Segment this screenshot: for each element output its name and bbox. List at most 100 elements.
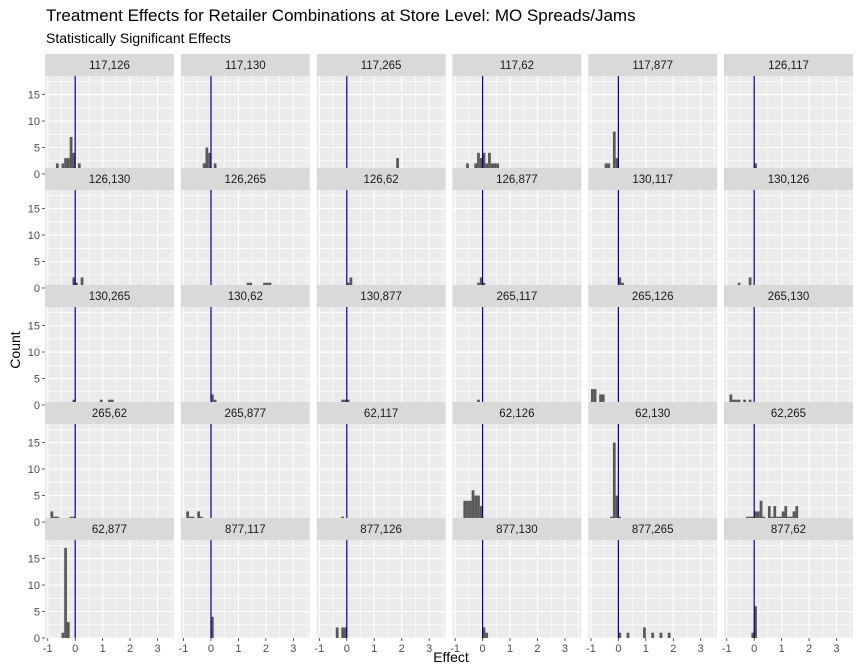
x-tick-label: 1 [779,643,785,655]
panel-background [724,76,853,174]
panel-background [588,190,718,288]
histogram-bar [477,495,480,522]
facet-panel: 117,62 [452,54,582,175]
histogram-bar [474,495,478,522]
strip-label: 117,130 [225,60,266,72]
strip-label: 877,265 [632,524,674,536]
histogram-bar [72,152,76,174]
histogram-bar [651,632,655,638]
facet-panels: 117,126 117,130 117,265 117,62 117,877 126,11… [45,54,853,639]
panel-background [180,540,310,638]
y-tick-label: 15 [28,321,40,333]
y-tick-label: 0 [34,517,40,529]
panel-background [724,190,853,288]
histogram-bar [50,511,54,522]
y-axis-ticks: 0 5 10 15 0 5 10 15 0 5 10 15 0 5 10 15 0 5 10 15 [28,90,45,645]
histogram-bar [618,632,622,638]
histogram-bar [754,511,757,522]
panel-background [45,424,174,522]
x-axis-ticks: -1 0 1 2 3 -1 0 1 2 3 -1 0 1 2 3 -1 0 1 2 3 -1 0 1 2 3 -1 0 1 2 3 [43,638,840,655]
histogram-bar [795,506,799,522]
facet-panel: 877,117 [180,518,310,639]
panel-background [45,190,174,288]
strip-background [588,285,718,307]
facet-panel: 126,117 [724,54,853,175]
y-tick-label: 5 [34,257,40,269]
x-tick-label: 0 [615,643,621,655]
strip-label: 130,117 [632,174,673,186]
x-tick-label: 2 [127,643,133,655]
strip-label: 117,62 [500,60,534,72]
strip-background [724,402,853,424]
histogram-bar [590,389,594,405]
strip-background [452,54,582,76]
histogram-bar [615,158,619,174]
strip-label: 877,126 [360,524,402,536]
strip-background [316,402,446,424]
histogram-bar [667,632,671,638]
strip-label: 126,265 [225,174,267,186]
histogram-bar [756,511,760,522]
facet-panel: 877,130 [452,518,582,639]
histogram-bar [729,394,733,405]
strip-background [588,518,718,540]
histogram-bar [479,506,483,522]
facet-panel: 62,117 [316,402,446,523]
panel-background [316,307,446,405]
histogram-bar [210,616,214,638]
facet-panel: 62,877 [45,518,174,639]
facet-panel: 130,117 [588,168,718,289]
y-tick-label: 15 [28,554,40,566]
facet-panel: 62,130 [588,402,718,523]
strip-background [316,285,446,307]
y-tick-label: 5 [34,374,40,386]
histogram-bar [463,500,467,522]
facet-panel: 126,877 [452,168,582,289]
strip-background [45,168,174,190]
x-tick-label: 0 [208,643,214,655]
strip-label: 265,877 [225,408,267,420]
histogram-bar [759,500,763,522]
strip-label: 126,877 [496,174,538,186]
panel-background [588,424,718,522]
strip-background [45,285,174,307]
x-tick-label: -1 [43,643,53,655]
strip-label: 265,130 [768,291,810,303]
histogram-bar [748,277,752,288]
y-axis-title: Count [7,331,23,368]
facet-panel: 877,126 [316,518,446,639]
histogram-bar [341,627,345,638]
strip-background [316,168,446,190]
strip-label: 117,126 [89,60,130,72]
histogram-bar [471,490,475,522]
facet-panel: 130,877 [316,285,446,406]
x-tick-label: -1 [179,643,189,655]
x-tick-label: 3 [154,643,160,655]
panel-background [180,424,310,522]
histogram-bar [466,500,469,522]
x-tick-label: 3 [290,643,296,655]
x-tick-label: 1 [100,643,106,655]
y-tick-label: 10 [28,580,40,592]
y-tick-label: 10 [28,347,40,359]
strip-background [180,54,310,76]
strip-background [588,402,718,424]
histogram-bar [751,632,755,638]
panel-background [180,190,310,288]
panel-background [588,307,718,405]
histogram-bar [612,442,616,522]
strip-label: 877,62 [771,524,806,536]
panel-background [316,76,446,174]
strip-label: 62,877 [92,524,127,536]
histogram-bar [396,158,399,174]
panel-background [724,307,853,405]
strip-background [180,402,310,424]
y-tick-label: 15 [28,90,40,102]
histogram-bar [781,511,785,522]
x-tick-label: 2 [806,643,812,655]
histogram-bar [618,277,622,288]
strip-background [724,285,853,307]
facet-panel: 265,130 [724,285,853,406]
strip-label: 62,265 [771,408,806,420]
y-tick-label: 15 [28,204,40,216]
